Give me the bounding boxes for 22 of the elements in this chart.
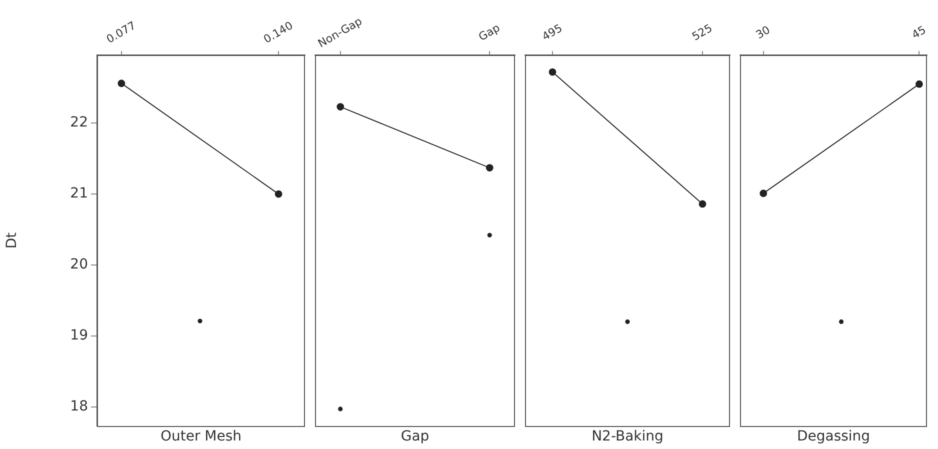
x-tick-label: Gap: [476, 21, 502, 44]
point: [338, 406, 343, 412]
y-tick-label: 19: [70, 328, 88, 344]
x-tick-label: 525: [690, 22, 715, 44]
x-tick-label: 45: [910, 23, 928, 42]
y-tick-label: 22: [70, 114, 88, 131]
x-axis-title: Outer Mesh: [160, 428, 242, 445]
x-axis-title: N2-Baking: [592, 428, 664, 445]
y-axis-title: Dt: [4, 232, 20, 249]
x-tick-label: 495: [540, 22, 565, 44]
point: [118, 80, 126, 88]
y-tick-label: 20: [70, 256, 88, 273]
y-tick-label: 18: [70, 398, 88, 414]
y-tick-label: 21: [70, 186, 88, 202]
point: [274, 190, 282, 198]
x-tick-label: 30: [754, 23, 772, 42]
point: [336, 103, 344, 110]
x-axis-title: Degassing: [796, 428, 870, 445]
x-axis-title: Gap: [400, 428, 430, 445]
point: [487, 232, 492, 238]
point: [198, 318, 202, 324]
point: [486, 164, 494, 172]
